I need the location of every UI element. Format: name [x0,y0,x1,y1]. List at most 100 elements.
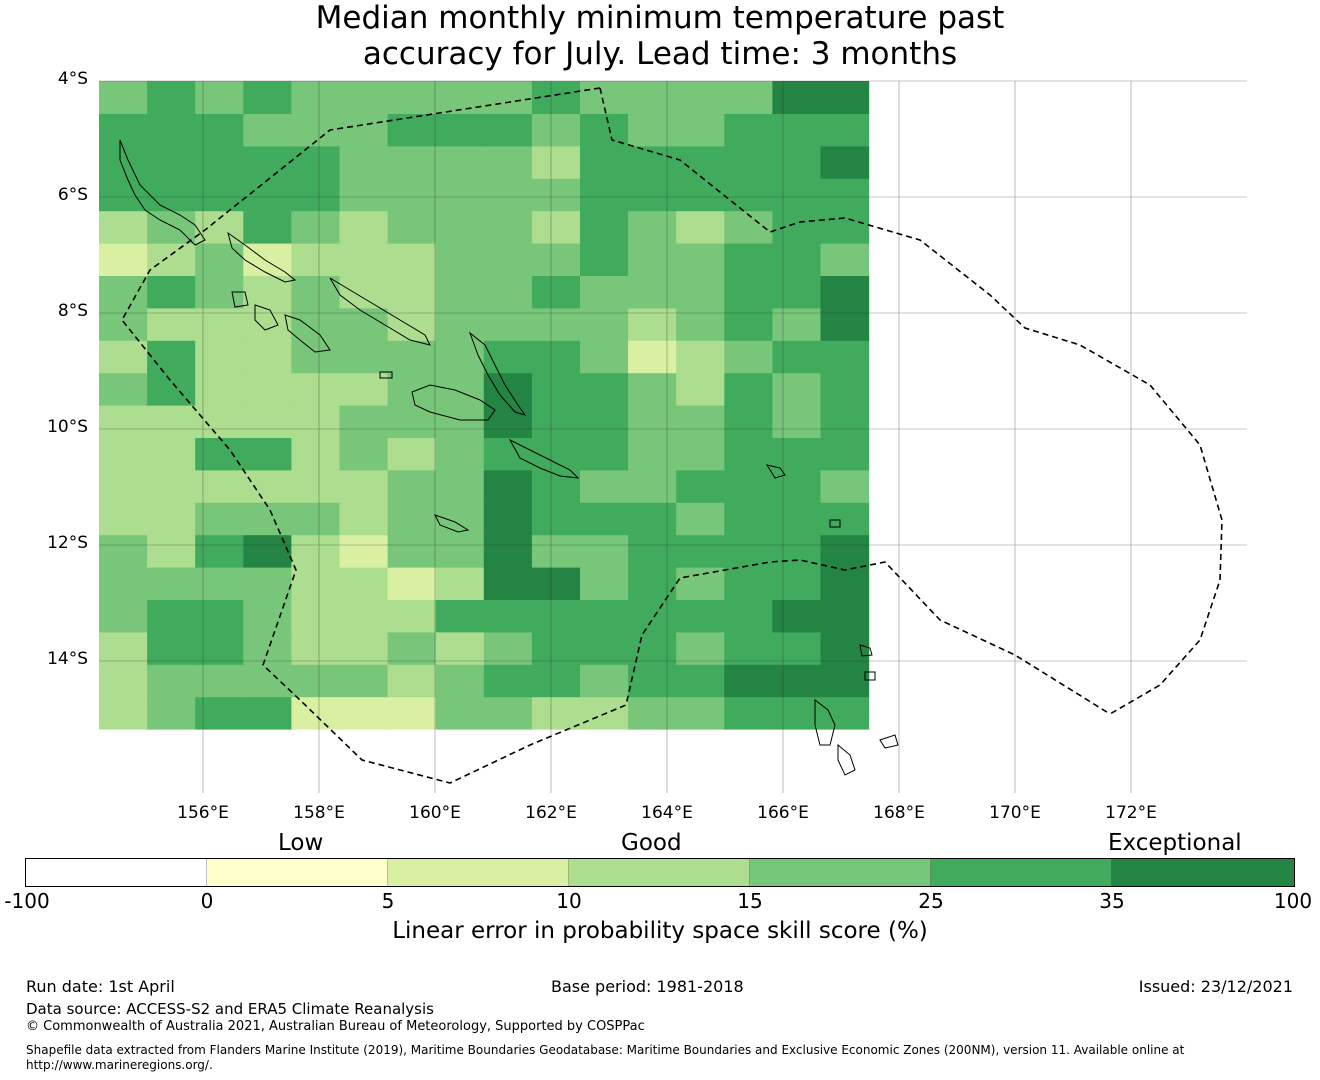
skill-cell [628,502,677,536]
skill-cell [435,178,485,212]
skill-cell [580,178,629,212]
skill-cell [531,664,581,698]
skill-cell [772,113,822,147]
skill-cell [772,502,822,536]
skill-cell [628,437,677,471]
skill-cell [531,437,581,471]
colorbar-tick: 10 [556,889,582,913]
skill-cell [435,696,485,730]
skill-cell [531,405,581,438]
skill-cell [387,437,437,471]
skill-cell [820,631,870,665]
skill-cell [676,178,725,212]
skill-cell [99,405,148,438]
skill-cell [676,275,725,309]
skill-cell [820,340,870,374]
skill-cell [435,372,485,406]
skill-cell [483,113,533,147]
skill-cell [772,437,822,471]
skill-cell [243,534,292,568]
skill-cell [195,696,244,730]
lat-label: 10°S [47,417,88,437]
skill-cell [435,567,485,600]
skill-cell [772,567,822,600]
skill-cell [531,275,581,309]
skill-cell [291,81,341,114]
skill-cell [531,502,581,536]
skill-cell [676,567,725,600]
skill-cell [531,469,581,503]
island-new-georgia [254,304,279,331]
skill-cell [291,664,341,698]
skill-cell [628,405,677,438]
shapefile-credit-1: Shapefile data extracted from Flanders M… [26,1043,1185,1057]
skill-cell [676,372,725,406]
skill-cell [339,340,389,374]
lon-label: 162°E [525,803,577,823]
skill-cell [580,372,629,406]
skill-cell [820,696,870,730]
skill-cell [628,631,677,665]
islands [119,139,899,776]
skill-cell [724,372,773,406]
skill-cell [195,534,244,568]
lon-label: 156°E [177,803,229,823]
skill-cell [676,113,725,147]
skill-cell [147,275,196,309]
skill-cell [435,405,485,438]
skill-cell [243,469,292,503]
category-exceptional: Exceptional [1108,830,1242,856]
skill-cell [99,664,148,698]
skill-cell [387,178,437,212]
skill-cell [724,664,773,698]
skill-cell [387,502,437,536]
copyright: © Commonwealth of Australia 2021, Austra… [26,1019,645,1034]
skill-cell [291,631,341,665]
skill-cell [580,145,629,179]
skill-cell [195,372,244,406]
skill-cell [435,275,485,309]
skill-cell [820,664,870,698]
skill-cell [339,275,389,309]
skill-cell [772,81,822,114]
skill-cell [483,81,533,114]
skill-cell [580,243,629,276]
skill-cell [483,502,533,536]
skill-cell [676,502,725,536]
skill-cell [243,178,292,212]
skill-cell [387,145,437,179]
skill-cell [676,210,725,244]
skill-cell [339,405,389,438]
colorbar-tick: 5 [381,889,395,913]
skill-cell [724,243,773,276]
data-source: Data source: ACCESS-S2 and ERA5 Climate … [26,1000,434,1018]
skill-cell [291,599,341,633]
skill-grid [99,81,870,730]
skill-cell [243,437,292,471]
skill-cell [580,405,629,438]
skill-cell [772,405,822,438]
skill-cell [531,145,581,179]
skill-cell [820,502,870,536]
skill-cell [99,145,148,179]
skill-cell [99,502,148,536]
skill-cell [628,696,677,730]
skill-cell [243,145,292,179]
skill-cell [483,664,533,698]
skill-cell [772,599,822,633]
skill-cell [628,372,677,406]
skill-cell [820,405,870,438]
skill-cell [99,437,148,471]
skill-cell [772,275,822,309]
skill-cell [387,599,437,633]
skill-cell [195,243,244,276]
skill-cell [195,567,244,600]
skill-cell [676,81,725,114]
skill-cell [147,437,196,471]
skill-cell [243,340,292,374]
skill-cell [339,210,389,244]
skill-cell [387,372,437,406]
island-malaita [468,331,527,416]
skill-cell [820,178,870,212]
title-line-2: accuracy for July. Lead time: 3 months [362,36,958,72]
